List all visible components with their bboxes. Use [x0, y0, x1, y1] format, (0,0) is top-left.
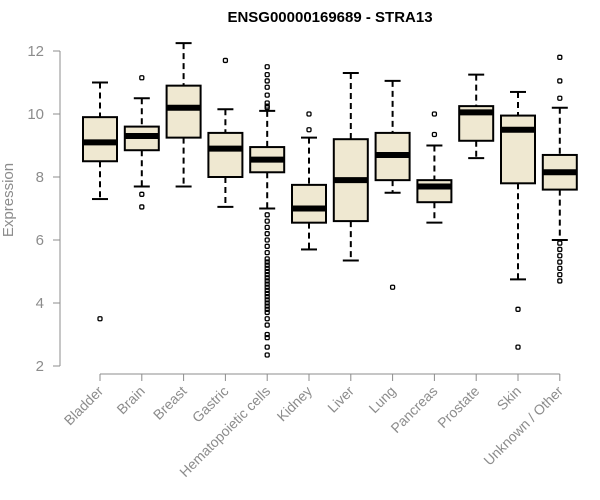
y-axis: 2 4 6 8 10 12	[27, 43, 61, 375]
outlier-point	[264, 281, 270, 287]
box-brain	[123, 75, 160, 210]
outlier-point	[557, 253, 563, 259]
box-skin	[500, 90, 536, 350]
outlier-point	[557, 259, 563, 265]
outlier-point	[515, 306, 521, 312]
x-tick-label: Brain	[113, 383, 147, 417]
chart-title: ENSG00000169689 - STRA13	[227, 9, 432, 26]
box-pancreas	[416, 111, 453, 224]
outlier-point	[264, 64, 270, 70]
outlier-point	[264, 256, 270, 262]
x-tick-label: Liver	[324, 383, 357, 416]
outlier-point	[264, 262, 270, 268]
outlier-point	[264, 284, 270, 290]
outlier-point	[306, 111, 312, 117]
outlier-point	[431, 131, 438, 138]
outlier-point	[264, 100, 270, 106]
outlier-point	[264, 309, 270, 316]
outlier-point	[431, 111, 438, 117]
outlier-point	[264, 92, 270, 98]
outlier-point	[557, 95, 563, 101]
x-tick-label: Kidney	[274, 383, 316, 425]
outlier-point	[139, 204, 145, 210]
y-tick-label: 6	[36, 232, 44, 249]
x-tick-label: Unknown / Other	[480, 383, 566, 469]
outlier-point	[264, 297, 270, 303]
outlier-point	[264, 300, 270, 306]
outlier-point	[557, 265, 563, 272]
outlier-point	[264, 84, 270, 90]
outlier-point	[264, 290, 270, 297]
outlier-point	[264, 303, 270, 309]
outlier-point	[264, 352, 270, 358]
outlier-point	[557, 278, 563, 284]
outlier-point	[557, 78, 563, 84]
y-tick-label: 8	[36, 169, 44, 186]
y-tick-label: 12	[27, 43, 44, 60]
box-prostate	[458, 73, 495, 160]
outlier-point	[264, 71, 270, 78]
y-tick-label: 10	[27, 106, 44, 123]
outlier-point	[264, 268, 270, 275]
iqr-box	[291, 183, 327, 224]
iqr-box	[500, 114, 536, 185]
outlier-point	[264, 294, 270, 300]
outlier-point	[264, 287, 270, 294]
outlier-point	[264, 275, 270, 281]
outlier-point	[264, 78, 270, 84]
box-kidney	[291, 111, 327, 251]
box-unknown-other	[541, 54, 578, 284]
outlier-point	[139, 75, 145, 81]
outlier-point	[264, 218, 270, 224]
box-series	[82, 42, 578, 358]
outlier-point	[264, 316, 270, 322]
outlier-point	[264, 249, 270, 256]
outlier-point	[139, 191, 145, 197]
outlier-point	[264, 322, 270, 328]
outlier-point	[264, 334, 270, 341]
outlier-point	[264, 237, 270, 243]
outlier-point	[389, 284, 396, 290]
outlier-point	[557, 271, 563, 278]
iqr-box	[82, 116, 118, 163]
outlier-point	[264, 243, 270, 249]
outlier-point	[264, 105, 270, 111]
box-hematopoietic-cells	[249, 64, 286, 358]
outlier-point	[264, 344, 270, 350]
iqr-box	[207, 131, 244, 178]
outlier-point	[264, 265, 270, 272]
outlier-point	[557, 54, 563, 60]
outlier-point	[264, 259, 270, 265]
box-bladder	[82, 81, 118, 322]
x-tick-label: Skin	[494, 383, 525, 414]
outlier-point	[515, 344, 521, 350]
x-tick-label: Prostate	[434, 383, 482, 431]
box-breast	[165, 42, 202, 188]
outlier-point	[264, 278, 270, 284]
iqr-box	[165, 84, 202, 139]
x-tick-label: Lung	[365, 383, 398, 416]
box-liver	[332, 72, 369, 262]
outlier-point	[264, 271, 270, 278]
box-lung	[374, 79, 411, 290]
x-tick-label: Bladder	[61, 383, 107, 429]
outlier-point	[264, 231, 270, 237]
box-gastric	[207, 57, 244, 208]
outlier-point	[264, 306, 270, 312]
outlier-point	[557, 246, 563, 253]
outlier-point	[306, 127, 312, 133]
outlier-point	[222, 57, 229, 64]
outlier-point	[97, 316, 103, 322]
x-tick-label: Breast	[150, 383, 190, 423]
outlier-point	[557, 240, 563, 246]
outlier-point	[264, 224, 270, 231]
y-axis-label: Expression	[0, 163, 17, 237]
y-tick-label: 4	[36, 295, 44, 312]
y-tick-label: 2	[36, 358, 44, 375]
outlier-point	[264, 212, 270, 218]
outlier-point	[264, 331, 270, 338]
